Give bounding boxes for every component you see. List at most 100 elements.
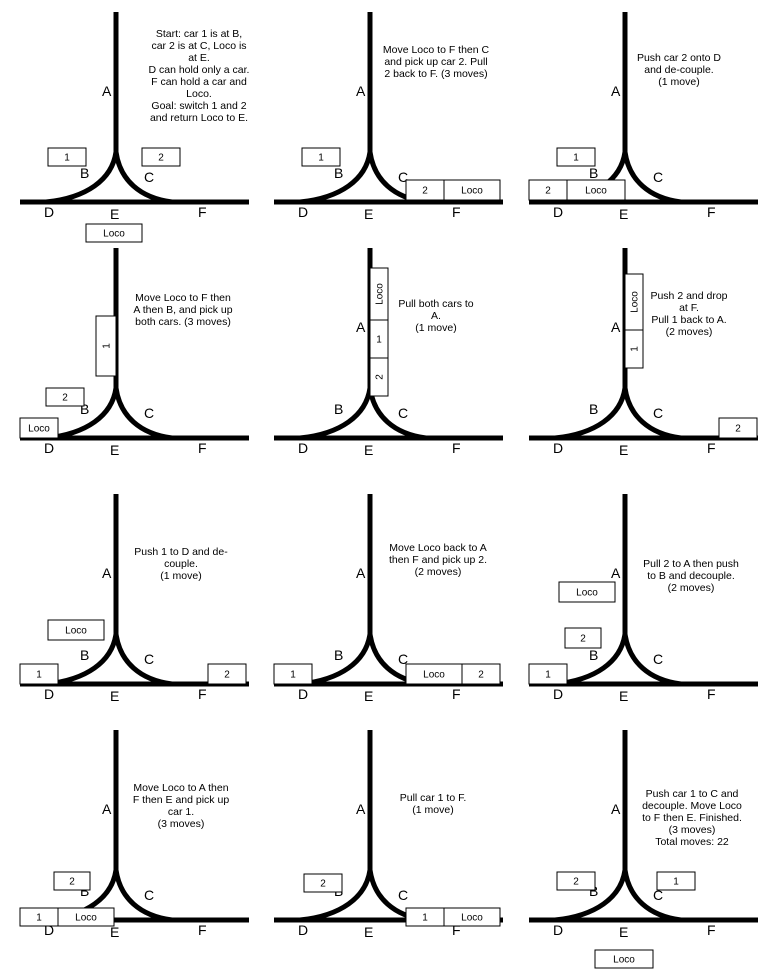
car-box xyxy=(57,907,115,927)
car-2: 2 xyxy=(369,357,389,397)
track-label-d: D xyxy=(553,204,563,220)
car-box xyxy=(556,147,596,167)
car-box xyxy=(558,581,616,603)
panel-instruction-step8: Pull 2 to A then push to B and decouple.… xyxy=(643,558,739,594)
car-1: 1 xyxy=(19,663,59,685)
track-label-b: B xyxy=(334,165,343,181)
car-label: Loco xyxy=(461,186,483,197)
track-label-f: F xyxy=(198,686,207,702)
track-label-e: E xyxy=(110,442,119,458)
track-label-f: F xyxy=(707,440,716,456)
car-label: 2 xyxy=(422,186,428,197)
track-label-d: D xyxy=(553,686,563,702)
panel-step9: A B C D E F 2 1 Loco xyxy=(19,730,249,940)
track-label-b: B xyxy=(589,647,598,663)
car-loco: Loco xyxy=(369,267,389,321)
car-2: 2 xyxy=(556,871,596,891)
car-label: 1 xyxy=(376,335,382,346)
track-label-a: A xyxy=(611,565,621,581)
car-label: Loco xyxy=(613,955,635,966)
car-label: 2 xyxy=(375,374,386,380)
track-label-f: F xyxy=(452,922,461,938)
track-label-b: B xyxy=(589,401,598,417)
car-box xyxy=(528,663,568,685)
car-label: 2 xyxy=(158,153,164,164)
car-box xyxy=(566,179,626,201)
track-label-d: D xyxy=(44,440,54,456)
track-label-a: A xyxy=(356,319,366,335)
car-box xyxy=(19,417,59,439)
track-label-d: D xyxy=(44,922,54,938)
panel-instruction-step4: Pull both cars to A. (1 move) xyxy=(398,298,474,334)
car-box xyxy=(273,663,313,685)
track-label-e: E xyxy=(619,924,628,940)
panel-step11: A B C D E F 2 1 Loco xyxy=(529,730,758,969)
car-box xyxy=(141,147,181,167)
car-label: Loco xyxy=(630,291,641,313)
car-label: 2 xyxy=(580,634,586,645)
track-label-e: E xyxy=(619,688,628,704)
panel-instruction-start: Start: car 1 is at B, car 2 is at C, Loc… xyxy=(148,28,250,124)
car-1: 1 xyxy=(624,329,644,369)
car-box xyxy=(45,387,85,407)
car-loco: Loco xyxy=(57,907,115,927)
track-label-c: C xyxy=(144,169,154,185)
track-label-f: F xyxy=(198,204,207,220)
track-label-b: B xyxy=(80,165,89,181)
car-2: 2 xyxy=(207,663,247,685)
track-label-b: B xyxy=(334,401,343,417)
panel-instruction-step7: Move Loco back to A then F and pick up 2… xyxy=(388,542,488,578)
car-2: 2 xyxy=(53,871,91,891)
track-label-c: C xyxy=(144,651,154,667)
track-label-c: C xyxy=(398,405,408,421)
track-label-a: A xyxy=(611,801,621,817)
car-label: 1 xyxy=(102,343,113,349)
track-label-c: C xyxy=(653,887,663,903)
panel-instruction-step10: Pull car 1 to F. (1 move) xyxy=(399,792,467,816)
track-label-a: A xyxy=(356,83,366,99)
car-label: 1 xyxy=(673,877,679,888)
car-loco: Loco xyxy=(47,619,105,641)
car-2: 2 xyxy=(45,387,85,407)
track-label-c: C xyxy=(653,405,663,421)
track-label-c: C xyxy=(398,651,408,667)
track-label-c: C xyxy=(144,887,154,903)
car-loco: Loco xyxy=(594,949,654,969)
track-label-e: E xyxy=(619,206,628,222)
car-label: 1 xyxy=(573,153,579,164)
panel-instruction-step11: Push car 1 to C and decouple. Move Loco … xyxy=(642,788,742,848)
track-label-b: B xyxy=(80,401,89,417)
track-label-d: D xyxy=(298,922,308,938)
car-1: 1 xyxy=(556,147,596,167)
car-label: 1 xyxy=(630,346,641,352)
track-label-e: E xyxy=(364,688,373,704)
car-box xyxy=(47,147,87,167)
car-box xyxy=(718,417,758,439)
car-label: 1 xyxy=(545,670,551,681)
track-label-a: A xyxy=(102,83,112,99)
track-label-e: E xyxy=(364,442,373,458)
track-label-c: C xyxy=(398,169,408,185)
car-1: 1 xyxy=(405,907,445,927)
track-label-f: F xyxy=(452,686,461,702)
car-label: Loco xyxy=(423,670,445,681)
track-label-c: C xyxy=(144,405,154,421)
track-label-b: B xyxy=(80,647,89,663)
car-2: 2 xyxy=(141,147,181,167)
car-label: Loco xyxy=(585,186,607,197)
car-loco: Loco xyxy=(19,417,59,439)
car-box xyxy=(301,147,341,167)
car-loco: Loco xyxy=(443,179,501,201)
car-1: 1 xyxy=(19,907,59,927)
track-label-f: F xyxy=(452,440,461,456)
track-label-a: A xyxy=(611,83,621,99)
track-label-d: D xyxy=(553,440,563,456)
car-box xyxy=(369,357,389,397)
car-box xyxy=(207,663,247,685)
car-2: 2 xyxy=(564,627,602,649)
car-loco: Loco xyxy=(443,907,501,927)
track-label-b: B xyxy=(334,647,343,663)
